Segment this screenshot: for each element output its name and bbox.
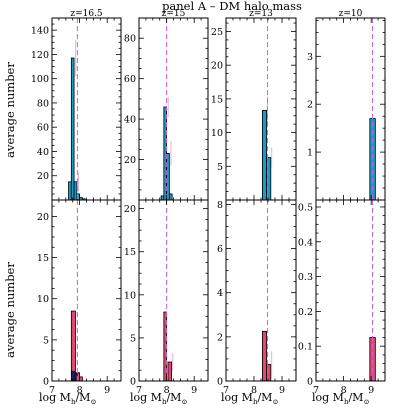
bar-bottom-z16.5-2 xyxy=(79,376,83,382)
y-tick-label-bottom-z15-2: 10 xyxy=(124,290,136,301)
y-tick-label-top-z10-2: 2 xyxy=(307,100,313,111)
bar-top-z15-3 xyxy=(168,193,173,201)
y-tick-label-bottom-z13-1: 2 xyxy=(217,332,223,343)
x-tick-label-bottom-z16.5-0: 7 xyxy=(49,385,55,396)
y-tick-label-bottom-z16.5-0: 0 xyxy=(43,377,49,388)
y-tick-label-top-z16.5-4: 80 xyxy=(37,98,49,109)
x-tick-label-bottom-z13-1: 8 xyxy=(251,385,257,396)
x-tick-label-bottom-z16.5-2: 9 xyxy=(104,385,110,396)
y-tick-label-bottom-z16.5-4: 20 xyxy=(37,212,49,223)
y-tick-label-bottom-z10-1: 0.1 xyxy=(298,342,313,353)
y-tick-label-bottom-z13-2: 4 xyxy=(217,288,223,299)
x-axis-label-4: log Mh/M⊙ xyxy=(312,391,369,406)
y-tick-label-top-z16.5-7: 140 xyxy=(31,26,49,37)
panel-bottom-z15: 0 5 10 15 20 7 8 9 xyxy=(124,199,209,396)
y-tick-label-bottom-z15-4: 20 xyxy=(124,204,136,215)
y-tick-label-bottom-z16.5-1: 5 xyxy=(43,335,49,346)
y-tick-label-top-z15-1: 20 xyxy=(124,155,136,166)
y-tick-label-bottom-z13-4: 8 xyxy=(217,200,223,211)
panel-title-top-z16.5: z=16.5 xyxy=(70,9,103,19)
x-tick-label-bottom-z10-1: 8 xyxy=(341,385,347,396)
panel-top-z13: 5 10 15 20 25 z=13 xyxy=(211,9,297,201)
panel-bottom-z16.5: 0 5 10 15 20 7 8 9 xyxy=(37,199,122,396)
y-tick-label-bottom-z15-3: 15 xyxy=(124,247,136,258)
overlay-bar-bottom-z16.5-0 xyxy=(71,370,75,382)
panel-grid: 20406080100120140z=16.520406080z=1551015… xyxy=(31,9,386,396)
y-tick-label-top-z13-3: 15 xyxy=(211,94,223,105)
bar-bottom-z13-0 xyxy=(261,330,267,382)
x-tick-label-bottom-z15-2: 9 xyxy=(191,385,197,396)
x-tick-label-bottom-z13-2: 9 xyxy=(279,385,285,396)
panel-title-top-z15: z=15 xyxy=(162,9,186,19)
y-tick-label-bottom-z10-5: 0.5 xyxy=(298,202,313,213)
y-tick-label-top-z13-5: 25 xyxy=(211,27,223,38)
bar-top-z15-2 xyxy=(166,153,170,201)
panel-top-z15: 20 40 60 80 z=15 xyxy=(124,9,209,201)
y-tick-label-bottom-z10-4: 0.4 xyxy=(298,237,313,248)
y-tick-label-top-z15-3: 60 xyxy=(124,74,136,85)
bar-bottom-z16.5-0 xyxy=(70,310,76,382)
y-tick-label-top-z16.5-6: 120 xyxy=(31,50,49,61)
panel-frame-bottom-z13 xyxy=(225,199,297,382)
panel-frame-top-z15 xyxy=(138,17,209,201)
bar-top-z16.5-1 xyxy=(70,57,75,201)
y-axis-label-top: average number xyxy=(3,62,17,158)
y-tick-label-top-z15-2: 40 xyxy=(124,115,136,126)
y-tick-label-top-z10-3: 3 xyxy=(307,52,313,63)
x-tick-label-bottom-z16.5-1: 8 xyxy=(77,385,83,396)
bar-top-z13-0 xyxy=(261,109,267,201)
y-tick-label-top-z13-1: 5 xyxy=(217,162,223,173)
x-axis-label-2: log Mh/M⊙ xyxy=(130,391,187,406)
y-tick-label-bottom-z13-3: 6 xyxy=(217,244,223,255)
y-tick-label-top-z10-1: 1 xyxy=(307,148,313,159)
panel-bottom-z10: 0 0.1 0.2 0.3 0.4 0.5 7 8 9 xyxy=(298,199,386,396)
bar-top-z16.5-0 xyxy=(68,181,72,201)
y-tick-label-bottom-z16.5-3: 15 xyxy=(37,253,49,264)
y-tick-label-top-z16.5-2: 40 xyxy=(37,147,49,158)
y-tick-label-bottom-z10-0: 0 xyxy=(307,377,313,388)
y-tick-label-bottom-z15-0: 0 xyxy=(130,377,136,388)
panel-title-top-z10: z=10 xyxy=(339,9,363,19)
panel-frame-top-z13 xyxy=(225,17,297,201)
x-tick-label-bottom-z10-0: 7 xyxy=(313,385,319,396)
y-axis-label-bottom: average number xyxy=(3,262,17,358)
panel-top-z16.5: 20 40 60 80 100 120 140 z=16.5 xyxy=(31,9,122,201)
y-tick-label-top-z16.5-3: 60 xyxy=(37,123,49,134)
x-axis-label-1: log Mh/M⊙ xyxy=(39,391,96,406)
panel-bottom-z13: 0 2 4 6 8 7 8 9 xyxy=(217,199,297,396)
bar-bottom-z15-1 xyxy=(167,361,172,382)
x-tick-label-bottom-z15-1: 8 xyxy=(164,385,170,396)
y-tick-label-bottom-z15-1: 5 xyxy=(130,333,136,344)
bar-top-z15-0 xyxy=(160,195,165,201)
panel-frame-bottom-z15 xyxy=(138,199,209,382)
figure-title: panel A – DM halo mass xyxy=(162,0,302,13)
panel-frame-top-z16.5 xyxy=(51,17,122,201)
panel-top-z10: 1 2 3 z=10 xyxy=(307,9,386,201)
x-tick-label-bottom-z10-2: 9 xyxy=(368,385,374,396)
bar-top-z16.5-2 xyxy=(73,181,78,201)
x-tick-label-bottom-z13-0: 7 xyxy=(223,385,229,396)
x-axis-label-3: log Mh/M⊙ xyxy=(221,391,278,406)
y-tick-label-bottom-z10-3: 0.3 xyxy=(298,272,313,283)
y-tick-label-bottom-z10-2: 0.2 xyxy=(298,307,313,318)
y-tick-label-bottom-z16.5-2: 10 xyxy=(37,294,49,305)
panel-frame-bottom-z16.5 xyxy=(51,199,122,382)
y-tick-label-top-z13-4: 20 xyxy=(211,61,223,72)
x-tick-label-bottom-z15-0: 7 xyxy=(136,385,142,396)
y-tick-label-bottom-z13-0: 0 xyxy=(217,377,223,388)
y-tick-label-top-z13-2: 10 xyxy=(211,128,223,139)
y-tick-label-top-z16.5-5: 100 xyxy=(31,74,49,85)
panel-title-top-z13: z=13 xyxy=(249,9,273,19)
y-tick-label-top-z15-4: 80 xyxy=(124,34,136,45)
y-tick-label-top-z16.5-1: 20 xyxy=(37,171,49,182)
